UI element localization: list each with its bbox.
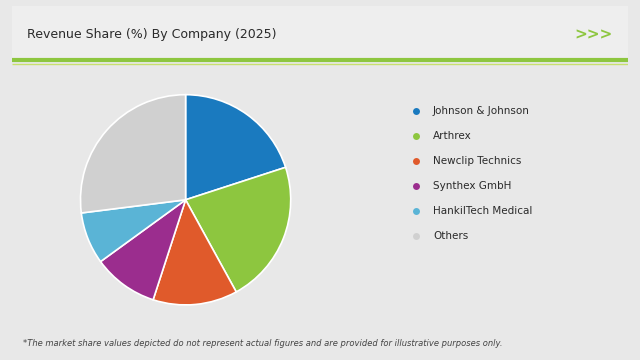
Bar bbox=[12, 6, 628, 60]
Wedge shape bbox=[153, 200, 236, 305]
Text: >>>: >>> bbox=[575, 27, 613, 42]
Text: Revenue Share (%) By Company (2025): Revenue Share (%) By Company (2025) bbox=[27, 28, 276, 41]
Text: Synthex GmbH: Synthex GmbH bbox=[433, 181, 511, 190]
Wedge shape bbox=[81, 200, 186, 262]
Text: HankilTech Medical: HankilTech Medical bbox=[433, 206, 532, 216]
Wedge shape bbox=[81, 95, 186, 213]
Text: Johnson & Johnson: Johnson & Johnson bbox=[433, 105, 530, 116]
Text: Others: Others bbox=[433, 230, 468, 240]
Wedge shape bbox=[100, 200, 186, 300]
Text: Newclip Technics: Newclip Technics bbox=[433, 156, 521, 166]
Wedge shape bbox=[186, 95, 285, 200]
Text: Arthrex: Arthrex bbox=[433, 131, 472, 140]
Text: *The market share values depicted do not represent actual figures and are provid: *The market share values depicted do not… bbox=[22, 339, 502, 348]
Wedge shape bbox=[186, 167, 291, 292]
